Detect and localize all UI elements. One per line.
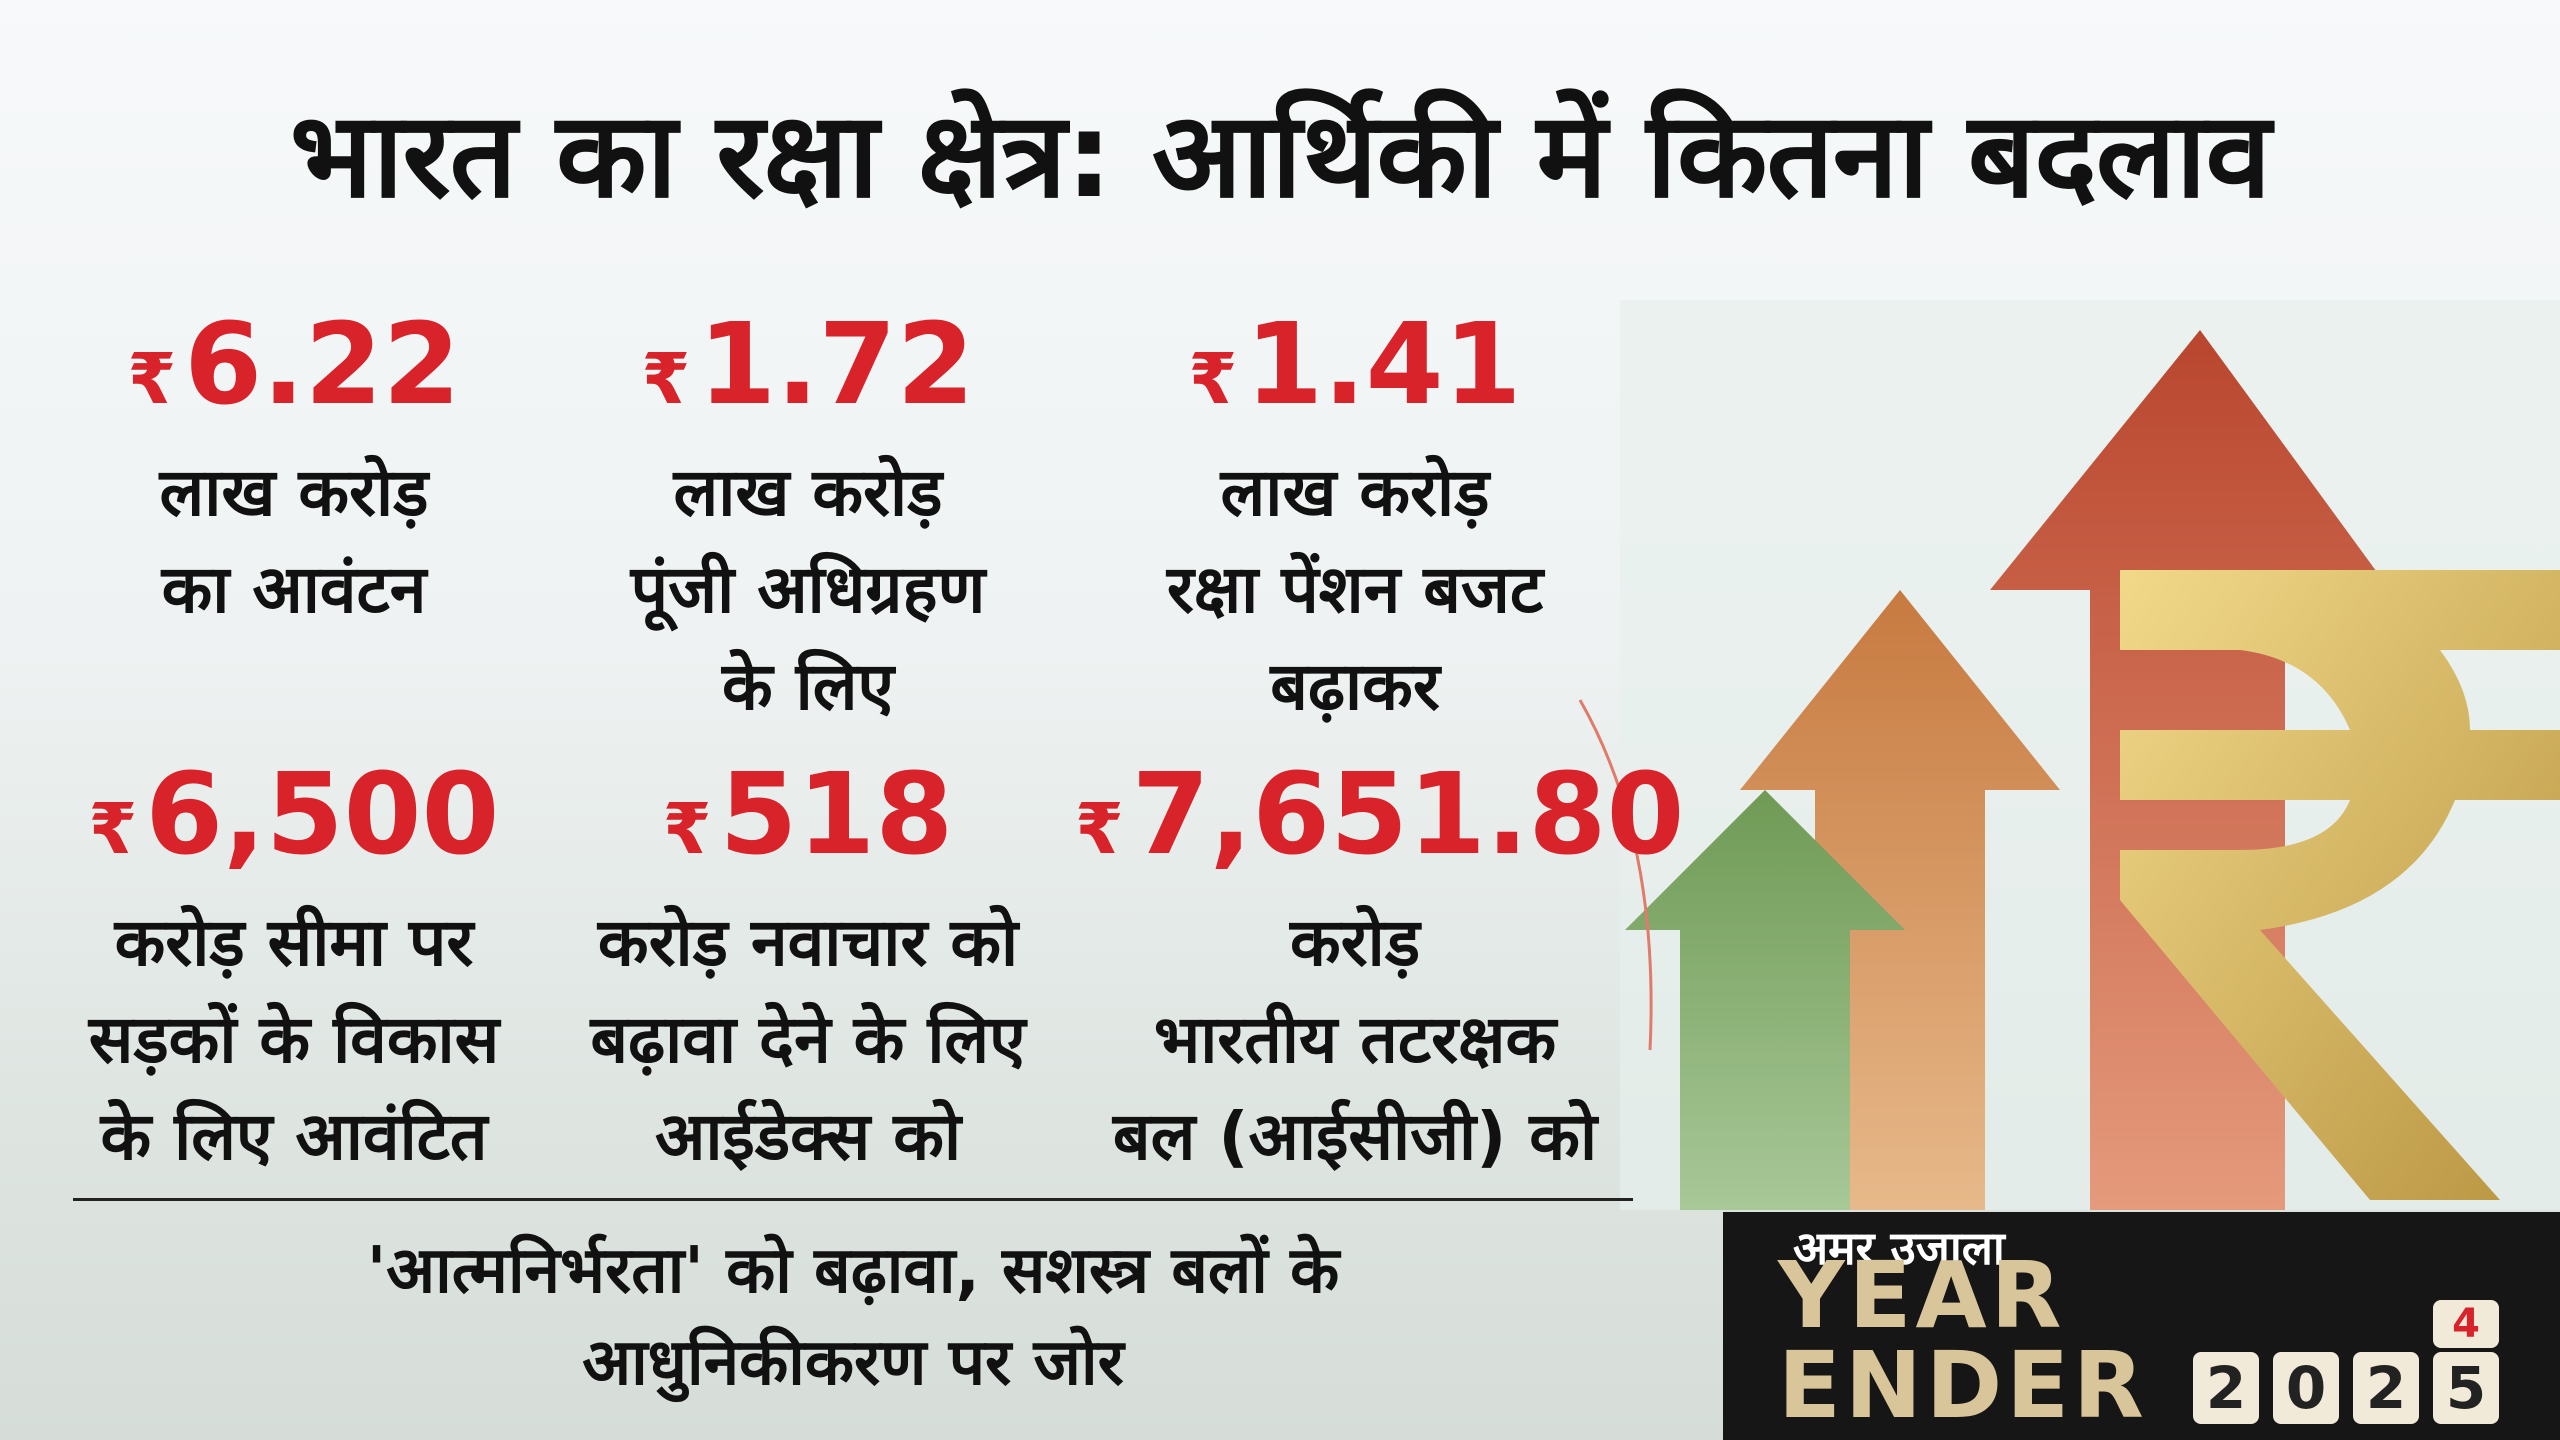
badge-line: ENDER [1778, 1332, 2148, 1439]
stat-value: ₹7,651.80 [1075, 750, 1684, 894]
year-digit: 0 [2273, 1352, 2339, 1424]
stat-text: करोड़ [1289, 904, 1421, 981]
year-digit: 5 [2433, 1352, 2499, 1424]
amount: 1.41 [1245, 300, 1522, 430]
stat-text: लाख करोड़ [1220, 454, 1490, 531]
currency: ₹ [662, 788, 712, 870]
currency: ₹ [1075, 788, 1124, 870]
year-digit: 2 [2193, 1352, 2259, 1424]
amount: 6.22 [184, 300, 461, 430]
currency: ₹ [127, 338, 177, 420]
amount: 6,500 [145, 750, 500, 880]
footer: 'आत्मनिर्भरता' को बढ़ावा, सशस्त्र बलों क… [73, 1225, 1633, 1409]
stat-text: आईडेक्स को [654, 1098, 962, 1175]
footer-line: आधुनिकीकरण पर जोर [582, 1326, 1124, 1400]
stat-text: करोड़ नवाचार को [597, 904, 1019, 981]
stat-text: सड़कों के विकास [88, 1001, 500, 1078]
stat-text: के लिए [721, 648, 894, 725]
stat-text: के लिए आवंटित [100, 1098, 488, 1175]
currency: ₹ [88, 788, 138, 870]
stat-value: ₹1.41 [1075, 300, 1635, 444]
badge-line: YEAR [1778, 1242, 2066, 1349]
stat-text: भारतीय तटरक्षक [1153, 1001, 1557, 1078]
stat-value: ₹6,500 [14, 750, 574, 894]
title: भारत का रक्षा क्षेत्र: आर्थिकी में कितना… [289, 86, 2271, 224]
next-digit: 4 [2433, 1300, 2499, 1348]
stat-value: ₹1.72 [528, 300, 1088, 444]
stat-text: बढ़ाकर [1270, 648, 1440, 725]
stat-text: पूंजी अधिग्रहण [630, 551, 986, 628]
stat-value: ₹6.22 [14, 300, 574, 444]
stat-text: बढ़ावा देने के लिए [590, 1001, 1026, 1078]
stat: ₹518 करोड़ नवाचार को बढ़ावा देने के लिए आईड… [528, 750, 1088, 1185]
stat-text: रक्षा पेंशन बजट [1166, 551, 1544, 628]
stat: ₹1.72 लाख करोड़ पूंजी अधिग्रहण के लिए [528, 300, 1088, 735]
stat: ₹1.41 लाख करोड़ रक्षा पेंशन बजट बढ़ाकर [1075, 300, 1635, 735]
stat-text: लाख करोड़ [673, 454, 943, 531]
amount: 518 [719, 750, 954, 880]
footer-line: 'आत्मनिर्भरता' को बढ़ावा, सशस्त्र बलों क… [366, 1234, 1340, 1308]
stat: ₹6,500 करोड़ सीमा पर सड़कों के विकास के लिए… [14, 750, 574, 1185]
currency: ₹ [1188, 338, 1238, 420]
stat-text: लाख करोड़ [159, 454, 429, 531]
amount: 7,651.80 [1131, 750, 1685, 880]
currency: ₹ [641, 338, 691, 420]
stat-text: बल (आईसीजी) को [1112, 1098, 1598, 1175]
stat-value: ₹518 [528, 750, 1088, 894]
stat: ₹7,651.80 करोड़ भारतीय तटरक्षक बल (आईसीजी) … [1075, 750, 1684, 1185]
stat-text: करोड़ सीमा पर [114, 904, 474, 981]
brand: अमर उजाला [1793, 1221, 2005, 1275]
divider [73, 1198, 1633, 1201]
amount: 1.72 [698, 300, 975, 430]
stat: ₹6.22 लाख करोड़ का आवंटन [14, 300, 574, 638]
stat-text: का आवंटन [161, 551, 427, 628]
year-digit: 2 [2353, 1352, 2419, 1424]
